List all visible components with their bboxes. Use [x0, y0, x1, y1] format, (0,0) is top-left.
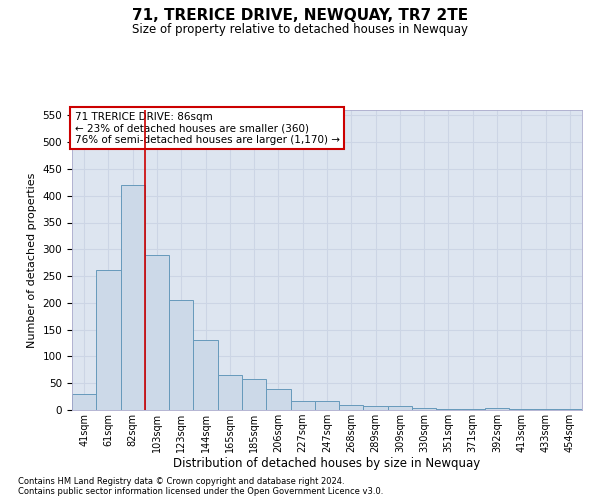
Text: Distribution of detached houses by size in Newquay: Distribution of detached houses by size … [173, 458, 481, 470]
Bar [193, 340, 218, 410]
Bar [339, 404, 364, 410]
Bar [121, 185, 145, 410]
Bar [290, 401, 315, 410]
Bar [388, 406, 412, 410]
Bar [218, 375, 242, 410]
Bar [315, 401, 339, 410]
Text: Contains HM Land Registry data © Crown copyright and database right 2024.: Contains HM Land Registry data © Crown c… [18, 478, 344, 486]
Bar [485, 408, 509, 410]
Bar [509, 409, 533, 410]
Bar [242, 380, 266, 410]
Bar [72, 394, 96, 410]
Bar [266, 388, 290, 410]
Text: Contains public sector information licensed under the Open Government Licence v3: Contains public sector information licen… [18, 488, 383, 496]
Text: 71, TRERICE DRIVE, NEWQUAY, TR7 2TE: 71, TRERICE DRIVE, NEWQUAY, TR7 2TE [132, 8, 468, 22]
Bar [558, 409, 582, 410]
Bar [412, 408, 436, 410]
Bar [145, 254, 169, 410]
Text: 71 TRERICE DRIVE: 86sqm
← 23% of detached houses are smaller (360)
76% of semi-d: 71 TRERICE DRIVE: 86sqm ← 23% of detache… [74, 112, 340, 144]
Text: Size of property relative to detached houses in Newquay: Size of property relative to detached ho… [132, 22, 468, 36]
Bar [364, 406, 388, 410]
Bar [96, 270, 121, 410]
Y-axis label: Number of detached properties: Number of detached properties [27, 172, 37, 348]
Bar [169, 300, 193, 410]
